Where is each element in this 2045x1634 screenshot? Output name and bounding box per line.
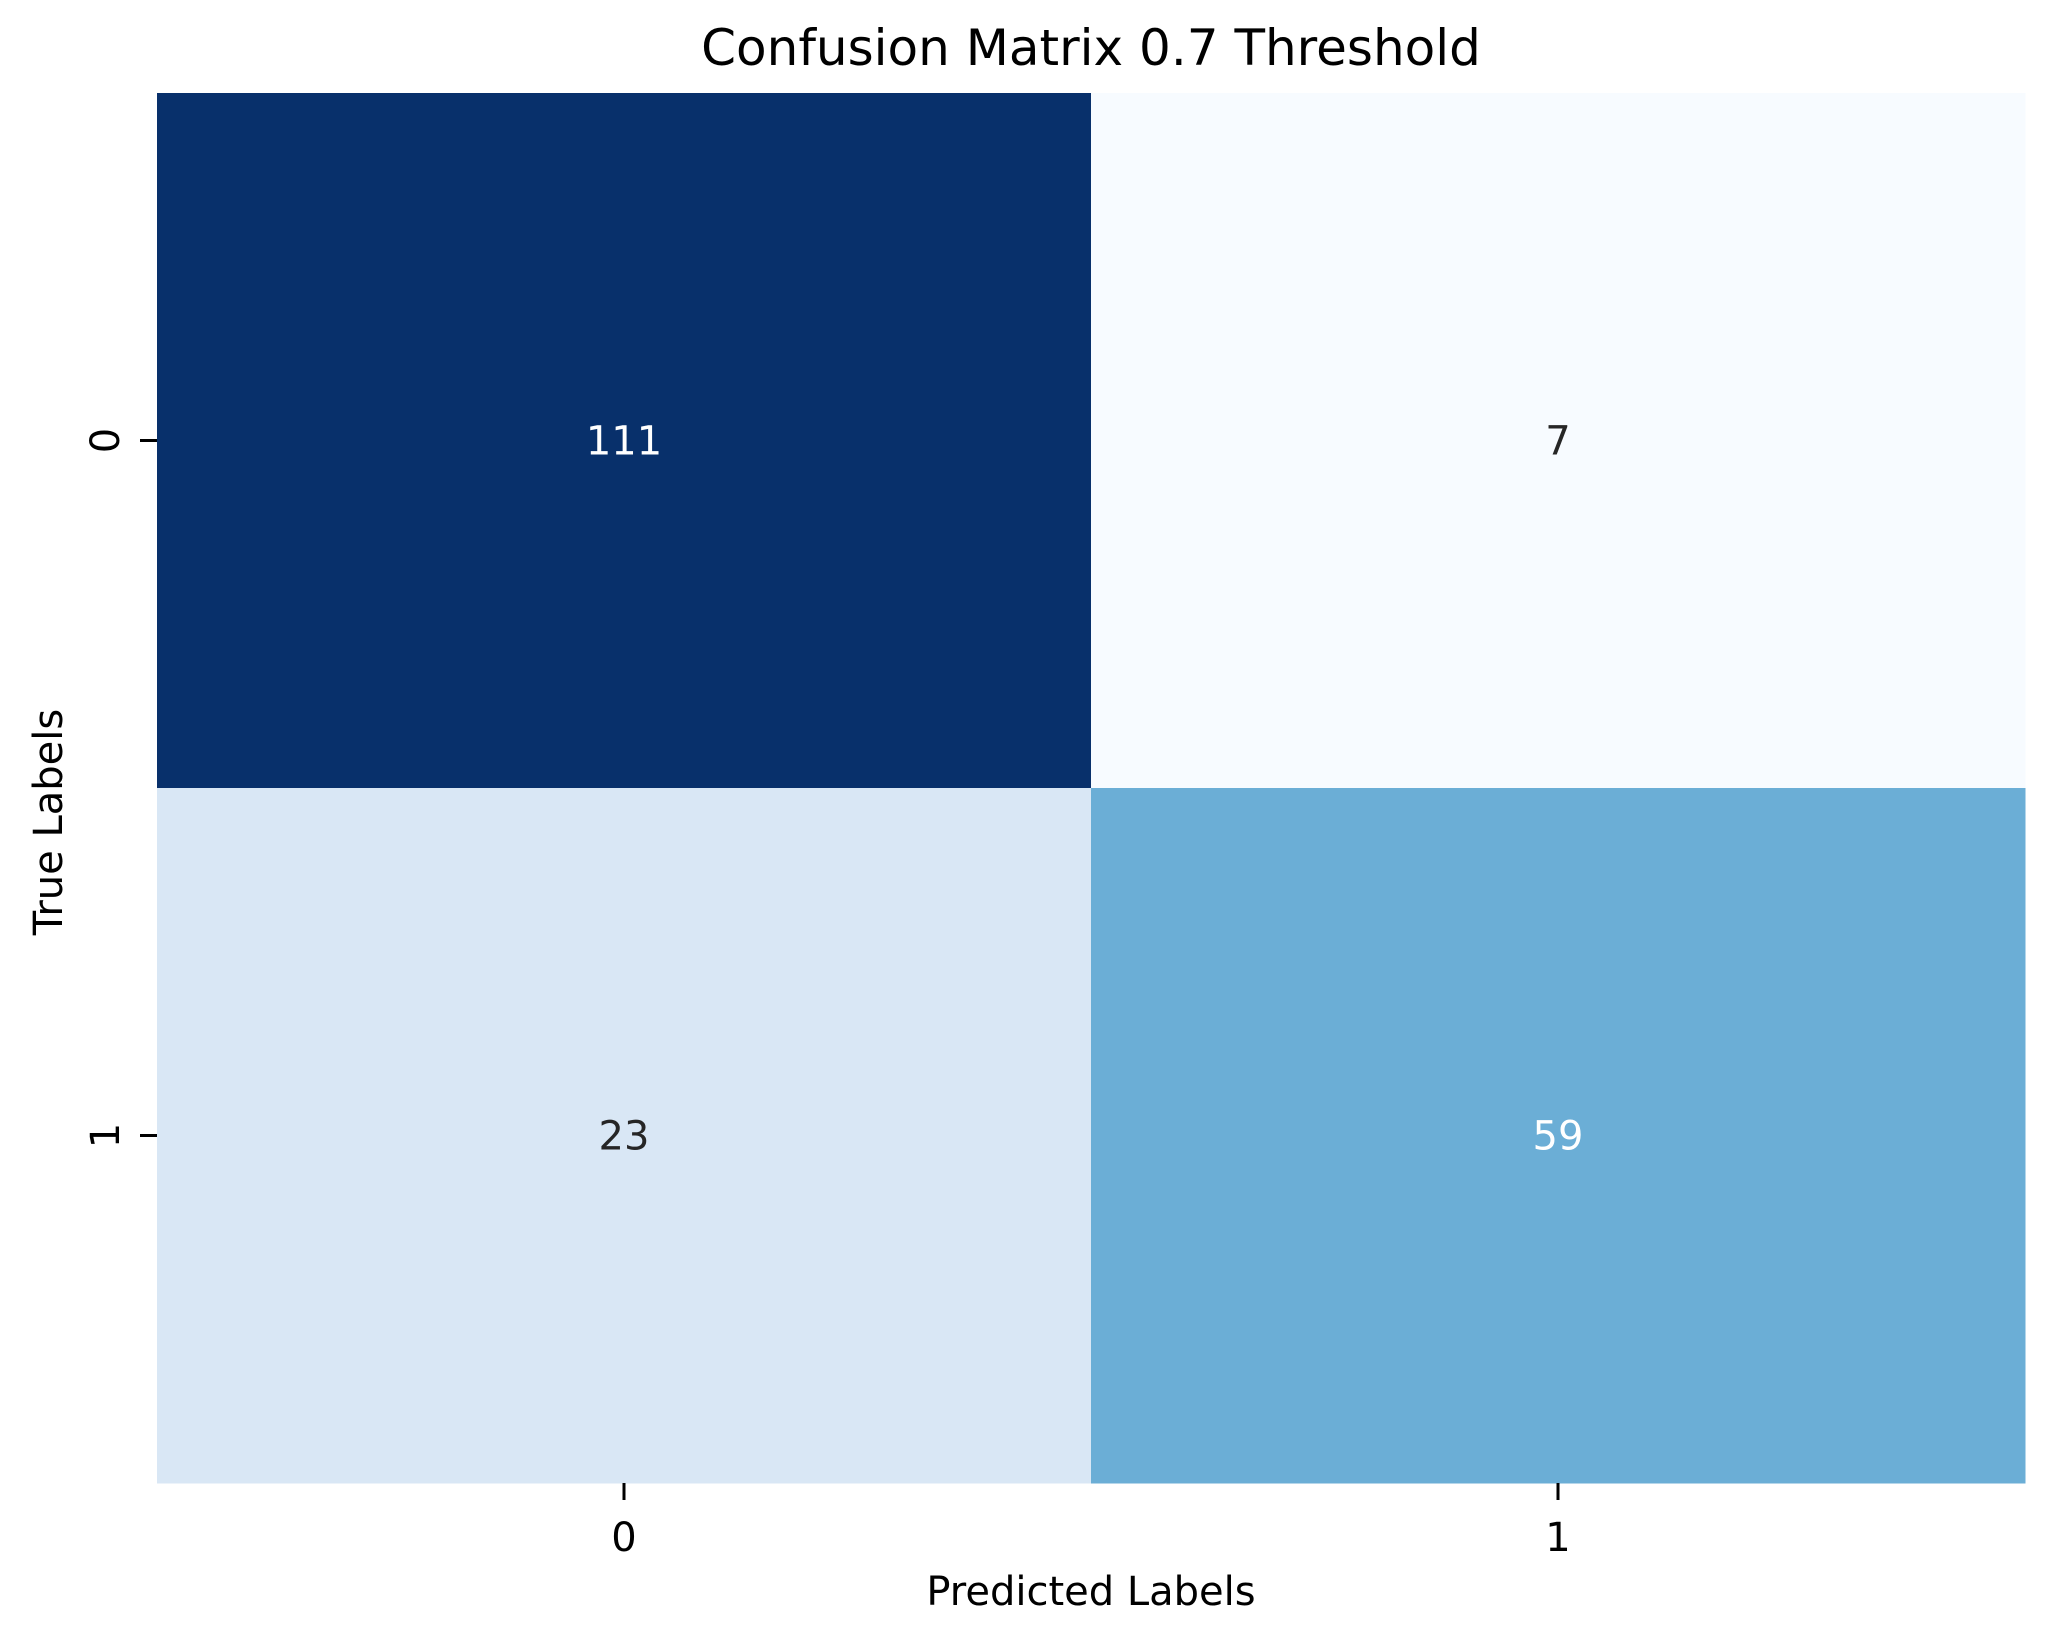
heatmap-cell-r1-c1: [1091, 788, 2026, 1484]
x-tick-label-0: 0: [611, 1515, 636, 1561]
heatmap-annotations: 111 7 23 59: [586, 419, 1584, 1160]
y-axis-label: True Labels: [26, 709, 72, 936]
cell-value-label-r0-c1: 7: [1545, 419, 1570, 465]
heatmap-cells: [157, 93, 2026, 1484]
cell-value-label-r0-c0: 111: [586, 419, 662, 465]
heatmap-cell-r1-c0: [157, 788, 1092, 1484]
heatmap-cell-r0-c1: [1091, 93, 2026, 789]
chart-title: Confusion Matrix 0.7 Threshold: [701, 19, 1481, 77]
heatmap-cell-r0-c0: [157, 93, 1092, 789]
cell-value-label-r1-c1: 59: [1533, 1114, 1584, 1160]
cell-value-label-r1-c0: 23: [599, 1114, 650, 1160]
y-tick-label-0: 0: [83, 428, 129, 453]
y-axis: 01: [83, 428, 157, 1148]
y-tick-label-1: 1: [83, 1123, 129, 1148]
x-tick-label-1: 1: [1545, 1515, 1570, 1561]
x-axis-label: Predicted Labels: [926, 1569, 1255, 1615]
